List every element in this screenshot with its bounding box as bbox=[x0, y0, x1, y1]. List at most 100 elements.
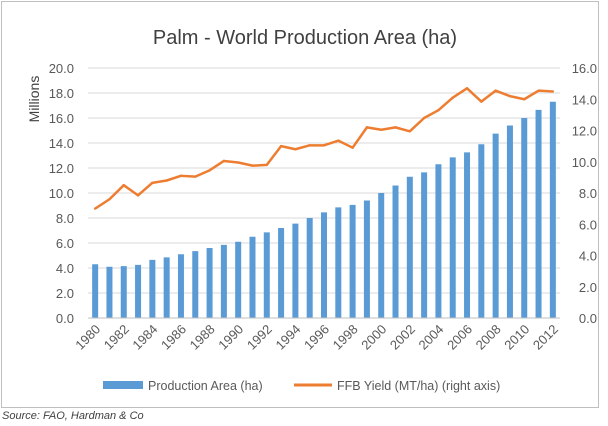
y-tick-label: 4.0 bbox=[56, 261, 74, 276]
point-2004 bbox=[437, 108, 440, 112]
point-1999 bbox=[365, 126, 369, 129]
bar-2010 bbox=[521, 118, 528, 318]
x-tick-label: 2006 bbox=[444, 322, 475, 353]
bar-1996 bbox=[320, 212, 328, 318]
legend-swatch-production-area bbox=[103, 381, 143, 389]
bar-2005 bbox=[449, 157, 456, 318]
y-tick-label: 12.0 bbox=[49, 161, 74, 176]
y-tick-label: 16.0 bbox=[49, 111, 74, 126]
y2-tick-label: 8.0 bbox=[579, 186, 597, 201]
y-axis-label: Millions bbox=[26, 76, 42, 123]
bar-1988 bbox=[206, 248, 213, 318]
bar-1992 bbox=[263, 232, 270, 318]
point-1992 bbox=[265, 163, 268, 167]
point-1991 bbox=[251, 164, 254, 167]
point-1996 bbox=[322, 144, 326, 147]
point-1993 bbox=[279, 144, 283, 148]
legend-label-production-area: Production Area (ha) bbox=[148, 379, 263, 393]
x-tick-label: 2002 bbox=[387, 322, 418, 353]
bar-2006 bbox=[464, 152, 471, 318]
bar-1984 bbox=[149, 259, 156, 318]
chart-frame: Palm - World Production Area (ha) Millio… bbox=[1, 1, 599, 408]
bar-2012 bbox=[549, 101, 556, 318]
point-1995 bbox=[308, 144, 311, 147]
x-tick-label: 1990 bbox=[215, 322, 246, 353]
x-tick-label: 2008 bbox=[473, 322, 504, 353]
bar-1981 bbox=[106, 266, 113, 318]
point-2001 bbox=[394, 126, 397, 129]
point-2002 bbox=[408, 130, 412, 133]
chart: Palm - World Production Area (ha) Millio… bbox=[26, 27, 597, 393]
bar-2002 bbox=[406, 176, 413, 318]
x-tick-label: 2004 bbox=[415, 322, 446, 353]
point-2005 bbox=[451, 96, 454, 99]
bar-2009 bbox=[506, 125, 513, 318]
x-tick-label: 1982 bbox=[101, 322, 132, 353]
x-tick-label: 2010 bbox=[501, 322, 532, 353]
bar-1998 bbox=[349, 204, 356, 318]
bar-2004 bbox=[435, 164, 442, 318]
x-tick-label: 1988 bbox=[187, 322, 218, 353]
bar-1999 bbox=[363, 200, 370, 318]
point-1988 bbox=[208, 169, 211, 172]
bar-1995 bbox=[306, 218, 313, 318]
point-2006 bbox=[465, 87, 469, 90]
bar-1980 bbox=[92, 264, 99, 318]
legend: Production Area (ha) FFB Yield (MT/ha) (… bbox=[103, 379, 500, 393]
bar-2000 bbox=[378, 193, 385, 318]
bar-series bbox=[92, 101, 556, 318]
bar-2007 bbox=[478, 144, 485, 318]
bar-1985 bbox=[163, 257, 170, 318]
bar-1987 bbox=[192, 251, 199, 318]
point-1980 bbox=[93, 207, 97, 210]
x-tick-label: 1994 bbox=[272, 322, 303, 353]
y-tick-label: 2.0 bbox=[56, 286, 74, 301]
point-2000 bbox=[380, 128, 383, 131]
x-tick-label: 1986 bbox=[158, 322, 189, 353]
point-1990 bbox=[236, 161, 240, 164]
bar-1997 bbox=[335, 207, 342, 318]
y2-tick-label: 6.0 bbox=[579, 217, 597, 232]
point-2008 bbox=[494, 89, 497, 92]
bar-1986 bbox=[177, 254, 184, 318]
bar-1991 bbox=[249, 236, 256, 318]
x-tick-label: 1992 bbox=[244, 322, 275, 353]
point-1982 bbox=[122, 183, 125, 187]
bar-2011 bbox=[535, 109, 542, 318]
bar-2008 bbox=[492, 133, 499, 318]
y2-tick-label: 12.0 bbox=[572, 124, 597, 139]
y-tick-label: 20.0 bbox=[49, 61, 74, 76]
y-tick-label: 14.0 bbox=[49, 136, 74, 151]
x-tick-label: 2012 bbox=[530, 322, 561, 353]
point-1983 bbox=[136, 194, 140, 197]
point-1986 bbox=[179, 174, 183, 178]
point-1994 bbox=[294, 148, 297, 151]
y-tick-label: 6.0 bbox=[56, 236, 74, 251]
point-1997 bbox=[337, 139, 340, 142]
x-tick-label: 1998 bbox=[330, 322, 361, 353]
point-1998 bbox=[351, 146, 354, 149]
y2-tick-label: 10.0 bbox=[572, 155, 597, 170]
y-tick-label: 8.0 bbox=[56, 211, 74, 226]
bar-1993 bbox=[278, 228, 285, 318]
y-tick-label: 10.0 bbox=[49, 186, 74, 201]
y2-tick-label: 0.0 bbox=[579, 311, 597, 326]
bar-2001 bbox=[392, 185, 399, 318]
y-tick-label: 18.0 bbox=[49, 86, 74, 101]
point-1987 bbox=[194, 175, 197, 178]
bar-1994 bbox=[292, 223, 299, 318]
point-1989 bbox=[222, 159, 226, 163]
y2-tick-label: 16.0 bbox=[572, 61, 597, 76]
line-series bbox=[93, 87, 555, 210]
point-2010 bbox=[523, 98, 526, 101]
y2-tick-label: 4.0 bbox=[579, 249, 597, 264]
point-2012 bbox=[551, 90, 555, 93]
x-tick-label: 1980 bbox=[72, 322, 103, 353]
source-note: Source: FAO, Hardman & Co bbox=[2, 410, 144, 422]
y2-tick-label: 2.0 bbox=[579, 280, 597, 295]
point-2011 bbox=[537, 89, 540, 92]
y2-tick-label: 14.0 bbox=[572, 92, 597, 107]
bar-1990 bbox=[235, 241, 242, 318]
bar-1989 bbox=[220, 244, 227, 318]
x-tick-label: 1984 bbox=[129, 322, 160, 353]
